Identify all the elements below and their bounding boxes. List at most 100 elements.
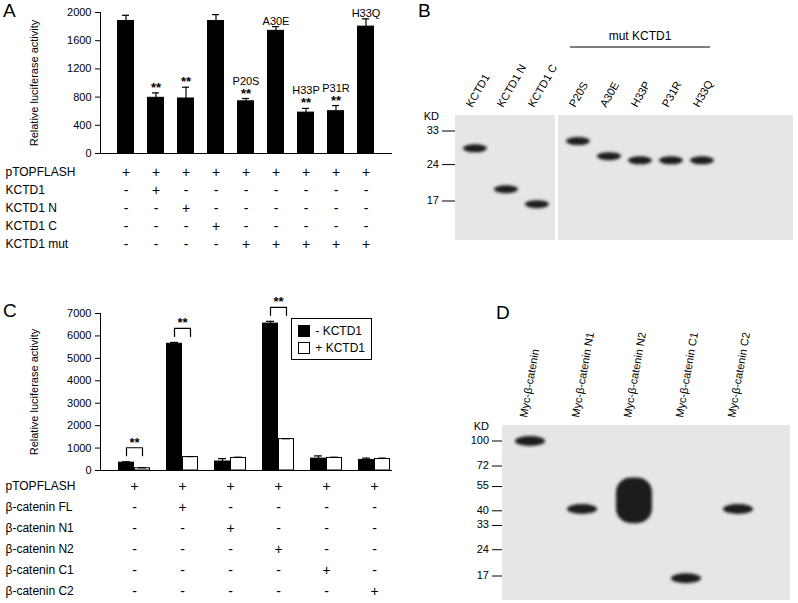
svg-text:+: + [212,164,220,180]
svg-text:-: - [304,182,309,198]
svg-text:β-catenin N2: β-catenin N2 [6,542,75,556]
svg-text:-: - [180,562,185,578]
svg-text:+: + [371,583,379,599]
svg-text:2000: 2000 [67,6,91,18]
svg-text:**: ** [130,435,141,450]
svg-text:+: + [332,164,340,180]
svg-text:KCTD1 C: KCTD1 C [525,62,559,109]
svg-text:mut KCTD1: mut KCTD1 [609,29,672,43]
svg-text:-: - [244,218,249,234]
svg-text:-: - [228,541,233,557]
svg-text:-: - [154,236,159,252]
svg-text:-: - [324,541,329,557]
svg-text:-: - [154,218,159,234]
svg-text:-: - [274,200,279,216]
svg-text:+: + [227,520,235,536]
svg-text:-: - [180,520,185,536]
svg-text:-: - [214,182,219,198]
svg-text:33: 33 [427,124,439,136]
svg-text:-: - [372,562,377,578]
svg-text:KCTD1: KCTD1 [463,72,491,109]
svg-text:A30E: A30E [597,80,621,109]
svg-text:-: - [324,520,329,536]
svg-text:Relative luciferase activity: Relative luciferase activity [28,19,40,146]
svg-text:Relative luciferase activity: Relative luciferase activity [28,328,40,455]
svg-text:pTOPFLASH: pTOPFLASH [6,165,76,179]
svg-text:+: + [152,164,160,180]
svg-text:-: - [334,218,339,234]
svg-text:-: - [180,583,185,599]
svg-text:H33P: H33P [628,79,652,109]
svg-text:-: - [228,562,233,578]
svg-text:+: + [302,236,310,252]
svg-text:-: - [304,200,309,216]
svg-text:17: 17 [477,569,489,581]
svg-text:-: - [184,182,189,198]
svg-text:-: - [124,200,129,216]
svg-text:40: 40 [477,504,489,516]
svg-text:-: - [274,182,279,198]
svg-text:0: 0 [85,147,91,159]
svg-text:24: 24 [427,158,439,170]
svg-text:-: - [124,182,129,198]
svg-text:-: - [228,583,233,599]
svg-text:**: ** [241,86,252,101]
svg-text:-: - [276,520,281,536]
svg-text:+: + [371,478,379,494]
svg-text:-: - [214,236,219,252]
svg-text:6000: 6000 [67,329,91,341]
svg-text:+: + [242,236,250,252]
svg-text:+: + [362,236,370,252]
svg-text:**: ** [151,80,162,95]
svg-text:+: + [242,164,250,180]
svg-text:800: 800 [73,91,91,103]
svg-text:-: - [334,200,339,216]
svg-text:+: + [302,164,310,180]
svg-text:7000: 7000 [67,307,91,319]
svg-text:100: 100 [471,434,489,446]
svg-text:-: - [124,236,129,252]
svg-text:**: ** [301,95,312,110]
svg-text:Myc-β-catenin: Myc-β-catenin [517,348,541,418]
svg-text:-: - [132,562,137,578]
svg-text:33: 33 [477,518,489,530]
svg-text:KD: KD [474,420,489,432]
svg-text:**: ** [181,74,192,89]
svg-text:**: ** [331,93,342,108]
svg-text:Myc-β-catenin N2: Myc-β-catenin N2 [621,331,648,418]
svg-text:+: + [179,478,187,494]
svg-text:24: 24 [477,543,489,555]
svg-text:+: + [122,164,130,180]
svg-text:-: - [304,218,309,234]
svg-text:+: + [227,478,235,494]
svg-text:KCTD1 C: KCTD1 C [6,219,58,233]
svg-text:4000: 4000 [67,374,91,386]
svg-text:1200: 1200 [67,62,91,74]
svg-text:β-catenin C2: β-catenin C2 [6,584,75,598]
svg-text:β-catenin C1: β-catenin C1 [6,563,75,577]
svg-text:-: - [372,520,377,536]
svg-text:**: ** [274,294,285,309]
svg-text:17: 17 [427,194,439,206]
svg-text:P31R: P31R [322,82,350,94]
svg-text:-: - [214,200,219,216]
svg-text:+: + [272,236,280,252]
svg-text:-: - [324,583,329,599]
svg-text:-: - [180,541,185,557]
svg-text:Myc-β-catenin C2: Myc-β-catenin C2 [725,331,752,418]
svg-text:+: + [323,478,331,494]
svg-text:5000: 5000 [67,352,91,364]
svg-text:H33Q: H33Q [352,7,381,19]
svg-text:-: - [244,200,249,216]
svg-text:-: - [132,541,137,557]
svg-text:-: - [244,182,249,198]
svg-text:400: 400 [73,119,91,131]
svg-text:+: + [275,478,283,494]
svg-text:-: - [132,583,137,599]
svg-text:P20S: P20S [566,80,590,109]
svg-text:-: - [184,236,189,252]
svg-text:55: 55 [477,479,489,491]
svg-text:KCTD1: KCTD1 [6,183,46,197]
svg-text:+: + [272,164,280,180]
svg-text:β-catenin N1: β-catenin N1 [6,521,75,535]
